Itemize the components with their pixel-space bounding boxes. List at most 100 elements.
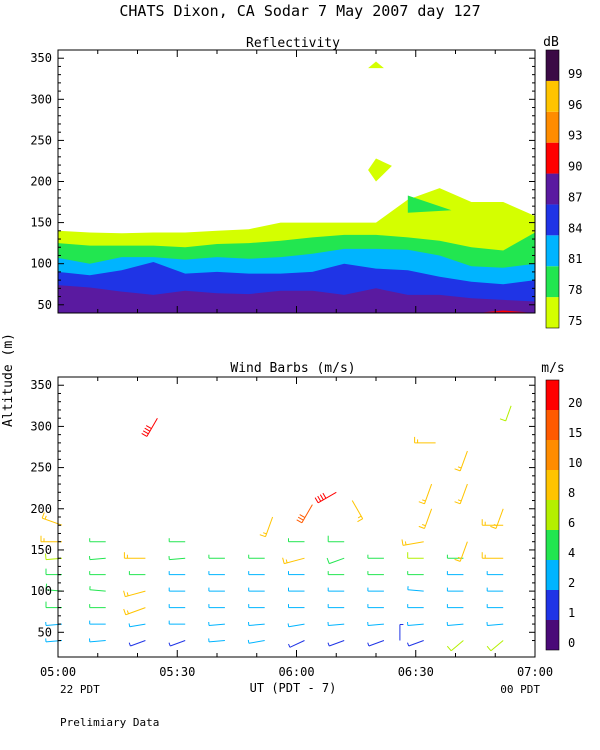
wind-barb-feather xyxy=(317,495,322,502)
wind-barb-feather xyxy=(45,583,48,590)
wind-barb-shaft xyxy=(407,589,424,592)
wind-barb-panel: Wind Barbs (m/s) 5010015020025030035005:… xyxy=(30,361,582,679)
wind-ytick-label: 350 xyxy=(30,378,52,392)
wind-barb xyxy=(446,571,464,576)
wind-colorbar-tick-label: 20 xyxy=(568,396,582,410)
wind-colorbar-tick-label: 8 xyxy=(568,486,575,500)
wind-barb xyxy=(288,587,305,592)
wind-barb xyxy=(40,535,62,543)
wind-barb xyxy=(208,621,225,626)
wind-barb xyxy=(247,639,265,644)
wind-colorbar-label: m/s xyxy=(541,361,564,376)
wind-barb-feather xyxy=(314,497,319,504)
wind-barb-feather xyxy=(45,553,47,560)
wind-barb-shaft xyxy=(248,623,265,626)
wind-barb-shaft xyxy=(329,557,345,565)
wind-barb xyxy=(481,552,504,559)
wind-barb xyxy=(45,568,62,576)
reflectivity-colorbar-tick-label: 78 xyxy=(568,283,582,297)
wind-barb xyxy=(446,587,464,592)
wind-colorbar-tick-label: 4 xyxy=(568,546,575,560)
wind-ytick-label: 300 xyxy=(30,419,52,433)
wind-barb-feather xyxy=(285,559,288,563)
wind-barb-feather xyxy=(126,592,129,596)
wind-barb xyxy=(89,538,106,543)
wind-barb xyxy=(367,587,384,592)
reflectivity-ytick-label: 150 xyxy=(30,216,52,230)
reflectivity-patch-1 xyxy=(368,61,384,69)
wind-barb xyxy=(168,587,186,592)
wind-ytick-label: 250 xyxy=(30,461,52,475)
reflectivity-ytick-label: 300 xyxy=(30,92,52,106)
wind-colorbar-tick-label: 15 xyxy=(568,426,582,440)
wind-barb-shaft xyxy=(328,623,345,626)
wind-xtick-label: 06:00 xyxy=(278,665,314,679)
wind-barb xyxy=(288,571,305,576)
wind-barb-feather xyxy=(128,642,131,647)
wind-barb-shaft xyxy=(495,508,504,529)
reflectivity-colorbar-swatch xyxy=(546,50,559,81)
wind-barb-feather xyxy=(259,534,266,538)
wind-barb xyxy=(89,556,106,561)
wind-barb xyxy=(128,623,146,628)
wind-barb xyxy=(367,621,384,626)
wind-barb-feather xyxy=(123,590,126,597)
wind-barb-shaft xyxy=(505,405,512,422)
wind-barb xyxy=(418,483,433,505)
wind-barb-shaft xyxy=(170,640,186,647)
wind-barb-shaft xyxy=(329,640,345,647)
wind-barb xyxy=(314,491,337,504)
wind-barb-shaft xyxy=(487,623,504,626)
wind-barb xyxy=(446,621,464,626)
wind-barb-shaft xyxy=(129,623,146,628)
wind-barb-feather xyxy=(141,432,148,437)
wind-barb xyxy=(123,590,146,598)
wind-barb xyxy=(327,587,345,592)
y-axis-label: Altitude (m) xyxy=(1,333,16,427)
wind-barb xyxy=(128,640,146,647)
wind-barb-shaft xyxy=(408,640,424,647)
wind-barb-feather xyxy=(297,516,304,521)
wind-barb xyxy=(486,571,504,576)
figure-title: CHATS Dixon, CA Sodar 7 May 2007 day 127 xyxy=(119,2,480,20)
wind-colorbar-swatch xyxy=(546,470,559,500)
reflectivity-ytick-label: 350 xyxy=(30,51,52,65)
reflectivity-colorbar-tick-label: 99 xyxy=(568,67,582,81)
wind-barb-feather xyxy=(422,499,426,502)
wind-barb-feather xyxy=(144,427,151,432)
wind-barb xyxy=(486,621,504,626)
wind-barb xyxy=(327,571,345,576)
reflectivity-colorbar-swatch xyxy=(546,142,559,174)
wind-barb xyxy=(282,557,305,565)
wind-barb-feather xyxy=(367,642,370,647)
left-time-note: 22 PDT xyxy=(60,683,100,696)
reflectivity-patch-2 xyxy=(368,158,392,182)
wind-barb xyxy=(287,623,305,628)
wind-barb-shaft xyxy=(450,640,464,652)
wind-barb xyxy=(454,450,468,472)
reflectivity-ytick-label: 50 xyxy=(38,298,52,312)
wind-barb xyxy=(168,604,186,609)
wind-barb xyxy=(296,504,313,524)
wind-barb-feather xyxy=(247,639,250,644)
wind-barb-shaft xyxy=(424,483,433,504)
wind-barb xyxy=(208,604,225,609)
wind-barb-shaft xyxy=(490,640,504,652)
wind-barb-feather xyxy=(454,558,461,562)
wind-colorbar-tick-label: 2 xyxy=(568,576,575,590)
reflectivity-colorbar-tick-label: 81 xyxy=(568,252,582,266)
reflectivity-colorbar: 75 78 81 84 87 90 93 96 99 xyxy=(545,49,582,329)
reflectivity-colorbar-tick-label: 96 xyxy=(568,98,582,112)
wind-barb-feather xyxy=(357,518,363,523)
wind-colorbar-swatch xyxy=(546,560,559,590)
wind-barb xyxy=(89,604,106,609)
wind-barb-feather xyxy=(457,466,462,469)
wind-barb-shaft xyxy=(367,623,384,626)
wind-barb-feather xyxy=(493,524,498,527)
wind-barb-feather xyxy=(499,418,506,422)
wind-ytick-label: 200 xyxy=(30,502,52,516)
wind-barb-feather xyxy=(490,525,497,529)
wind-barb xyxy=(168,538,186,543)
wind-barb-plot-area xyxy=(40,405,512,652)
wind-barb xyxy=(486,604,504,609)
